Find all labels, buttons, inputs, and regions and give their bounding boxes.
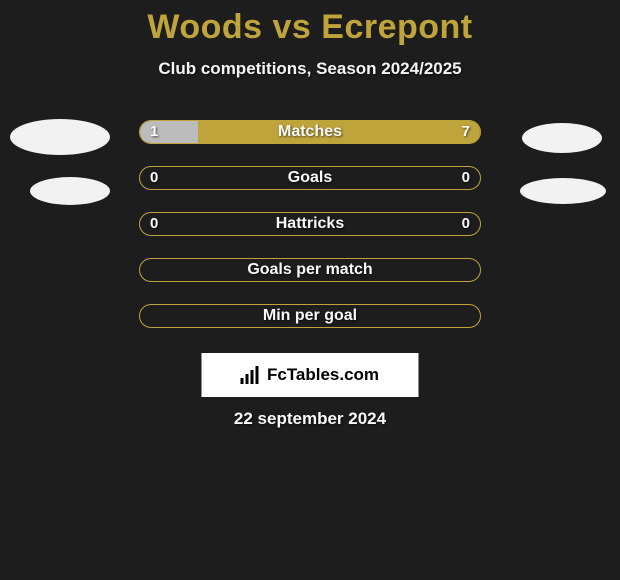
stat-value-left: 0 <box>150 213 158 235</box>
stat-value-right: 7 <box>462 121 470 143</box>
stat-row: Min per goal <box>139 304 481 328</box>
stat-label: Goals <box>140 167 480 189</box>
stat-value-right: 0 <box>462 213 470 235</box>
stat-value-left: 1 <box>150 121 158 143</box>
bars-icon <box>241 366 263 384</box>
stat-label: Matches <box>140 121 480 143</box>
stat-label: Hattricks <box>140 213 480 235</box>
brand-badge: FcTables.com <box>202 353 419 397</box>
comparison-title: Woods vs Ecrepont <box>0 0 620 47</box>
stat-row: Matches1 7 <box>139 120 481 144</box>
stat-label: Min per goal <box>140 305 480 327</box>
stat-row: Hattricks0 0 <box>139 212 481 236</box>
comparison-subtitle: Club competitions, Season 2024/2025 <box>0 59 620 79</box>
stat-label: Goals per match <box>140 259 480 281</box>
stat-row: Goals per match <box>139 258 481 282</box>
stat-rows-container: Matches17Goals00Hattricks00Goals per mat… <box>0 120 620 350</box>
stat-row: Goals0 0 <box>139 166 481 190</box>
brand-text: FcTables.com <box>267 365 379 385</box>
date-label: 22 september 2024 <box>0 409 620 429</box>
stat-value-left: 0 <box>150 167 158 189</box>
stat-value-right: 0 <box>462 167 470 189</box>
